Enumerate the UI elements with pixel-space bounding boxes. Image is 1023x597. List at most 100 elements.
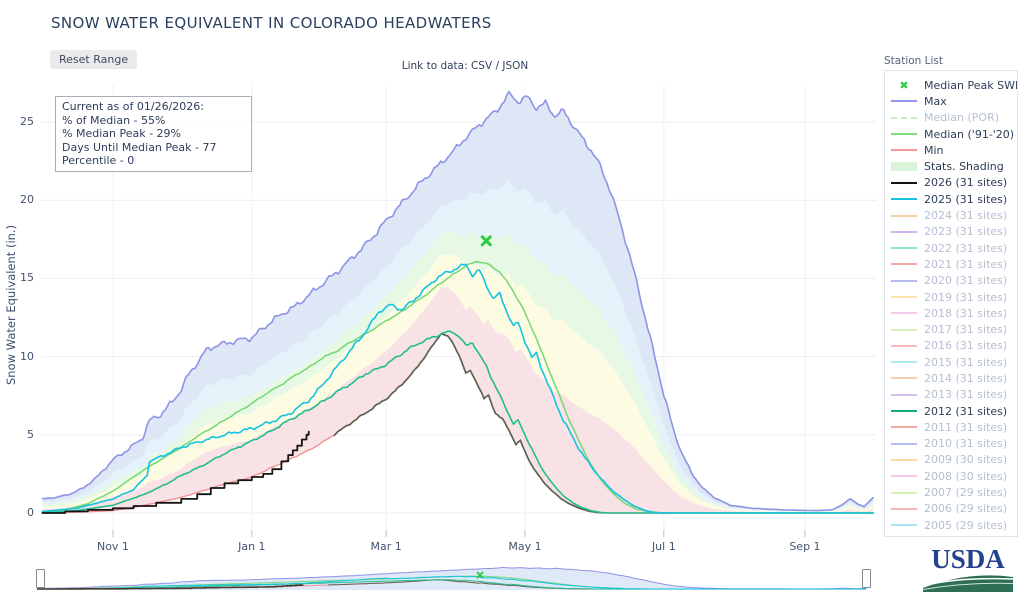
stats-shading-band-p30_to_p50 [42, 253, 874, 513]
legend-item-2018-31-sites[interactable]: 2018 (31 sites) [891, 305, 1017, 321]
usda-logo-text: USDA [931, 544, 1005, 574]
reset-range-button[interactable]: Reset Range [50, 50, 138, 69]
legend-item-2008-30-sites[interactable]: 2008 (30 sites) [891, 468, 1017, 484]
line-swatch-icon [891, 116, 917, 119]
line-swatch-icon [891, 426, 917, 429]
legend-label: 2005 (29 sites) [924, 518, 1008, 532]
line-swatch-icon [891, 524, 917, 527]
x-tick-label: Sep 1 [789, 540, 821, 553]
legend-label: 2007 (29 sites) [924, 486, 1008, 500]
min-2012-overlap-line [333, 333, 605, 514]
line-swatch-icon [891, 181, 917, 184]
legend-item-max[interactable]: Max [891, 93, 1017, 109]
stats-shading-band-min_to_p30 [42, 287, 874, 513]
legend-item-2015-31-sites[interactable]: 2015 (31 sites) [891, 354, 1017, 370]
legend-item-stats-shading[interactable]: Stats. Shading [891, 158, 1017, 174]
status-line-percentile: Percentile - 0 [62, 154, 135, 168]
legend-label: 2011 (31 sites) [924, 420, 1008, 434]
legend-item-2013-31-sites[interactable]: 2013 (31 sites) [891, 387, 1017, 403]
line-swatch-icon [891, 475, 917, 478]
legend-label: Median (POR) [924, 111, 1000, 125]
legend-label: 2016 (31 sites) [924, 339, 1008, 353]
legend-item-2021-31-sites[interactable]: 2021 (31 sites) [891, 256, 1017, 272]
legend-item-median-peak-swe[interactable]: ✖ Median Peak SWE [891, 77, 1017, 93]
legend-item-2006-29-sites[interactable]: 2006 (29 sites) [891, 501, 1017, 517]
series-line-max [41, 90, 874, 512]
legend-label: 2024 (31 sites) [924, 209, 1008, 223]
legend-item-median-por[interactable]: Median (POR) [891, 110, 1017, 126]
legend-label: 2021 (31 sites) [924, 257, 1008, 271]
series-line-2026-31-sites [41, 430, 310, 514]
line-swatch-icon [891, 247, 917, 250]
nav-median-peak-marker [476, 571, 484, 579]
legend-item-2011-31-sites[interactable]: 2011 (31 sites) [891, 419, 1017, 435]
legend-label: 2022 (31 sites) [924, 241, 1008, 255]
line-swatch-icon [891, 279, 917, 282]
navigator-right-handle[interactable] [862, 569, 871, 588]
usda-logo: USDA [920, 546, 1016, 594]
y-tick-label: 15 [20, 271, 34, 285]
median-peak-swe-marker [480, 235, 492, 247]
x-tick-label: Mar 1 [370, 540, 402, 553]
legend-label: Median ('91-'20) [924, 127, 1015, 141]
line-swatch-icon [891, 344, 917, 347]
legend-item-2014-31-sites[interactable]: 2014 (31 sites) [891, 370, 1017, 386]
line-swatch-icon [891, 442, 917, 445]
status-line-pct-median-peak: % Median Peak - 29% [62, 127, 181, 141]
legend-item-median-91-20[interactable]: Median ('91-'20) [891, 126, 1017, 142]
station-list-toggle[interactable]: Station List [884, 55, 944, 67]
legend-label: Min [924, 143, 944, 157]
usda-logo-field-icon [922, 575, 1014, 592]
line-swatch-icon [891, 328, 917, 331]
legend-item-2016-31-sites[interactable]: 2016 (31 sites) [891, 338, 1017, 354]
legend-item-2023-31-sites[interactable]: 2023 (31 sites) [891, 224, 1017, 240]
x-tick-label: May 1 [508, 540, 542, 553]
legend: ✖ Median Peak SWE Max Median (POR) Median ('… [884, 70, 1018, 537]
legend-item-2012-31-sites[interactable]: 2012 (31 sites) [891, 403, 1017, 419]
legend-label: 2006 (29 sites) [924, 502, 1008, 516]
legend-item-min[interactable]: Min [891, 142, 1017, 158]
legend-label: 2012 (31 sites) [924, 404, 1008, 418]
legend-item-2010-31-sites[interactable]: 2010 (31 sites) [891, 436, 1017, 452]
nav-series-2025-31-sites [37, 575, 867, 590]
current-status-box: Current as of 01/26/2026: % of Median - … [55, 96, 252, 172]
line-swatch-icon [891, 296, 917, 298]
line-swatch-icon [891, 377, 917, 380]
legend-label: 2025 (31 sites) [924, 192, 1008, 206]
stats-shading-band-p90_to_max [42, 91, 874, 512]
legend-label: 2020 (31 sites) [924, 274, 1008, 288]
median-peak-swe-marker-icon: ✖ [899, 78, 909, 92]
page-title: SNOW WATER EQUIVALENT IN COLORADO HEADWA… [51, 14, 492, 32]
legend-item-2019-31-sites[interactable]: 2019 (31 sites) [891, 289, 1017, 305]
legend-label: Stats. Shading [924, 160, 1004, 174]
x-tick-label: Jan 1 [238, 540, 266, 553]
data-export-links[interactable]: Link to data: CSV / JSON [401, 60, 529, 72]
legend-item-2007-29-sites[interactable]: 2007 (29 sites) [891, 484, 1017, 500]
legend-item-2009-30-sites[interactable]: 2009 (30 sites) [891, 452, 1017, 468]
legend-item-2026-31-sites[interactable]: 2026 (31 sites) [891, 175, 1017, 191]
line-swatch-icon [891, 214, 917, 217]
status-line-days-until-peak: Days Until Median Peak - 77 [62, 140, 217, 154]
shading-swatch-icon [891, 162, 917, 172]
legend-item-2024-31-sites[interactable]: 2024 (31 sites) [891, 207, 1017, 223]
x-tick-label: Nov 1 [96, 540, 129, 553]
legend-label: 2017 (31 sites) [924, 323, 1008, 337]
legend-label: 2010 (31 sites) [924, 437, 1008, 451]
legend-item-2025-31-sites[interactable]: 2025 (31 sites) [891, 191, 1017, 207]
legend-item-2005-29-sites[interactable]: 2005 (29 sites) [891, 517, 1017, 533]
legend-label: Max [924, 94, 947, 108]
nav-max-fill [37, 567, 867, 590]
legend-item-2017-31-sites[interactable]: 2017 (31 sites) [891, 321, 1017, 337]
legend-item-2020-31-sites[interactable]: 2020 (31 sites) [891, 273, 1017, 289]
navigator-left-handle[interactable] [36, 569, 45, 588]
y-axis-title: Snow Water Equivalent (in.) [4, 224, 18, 386]
y-tick-label: 0 [27, 506, 34, 519]
x-tick-label: Jul 1 [651, 540, 676, 553]
line-swatch-icon [891, 491, 917, 494]
line-swatch-icon [891, 149, 917, 152]
line-swatch-icon [891, 312, 917, 315]
legend-item-2022-31-sites[interactable]: 2022 (31 sites) [891, 240, 1017, 256]
legend-label: 2023 (31 sites) [924, 225, 1008, 239]
y-tick-label: 20 [20, 193, 34, 207]
